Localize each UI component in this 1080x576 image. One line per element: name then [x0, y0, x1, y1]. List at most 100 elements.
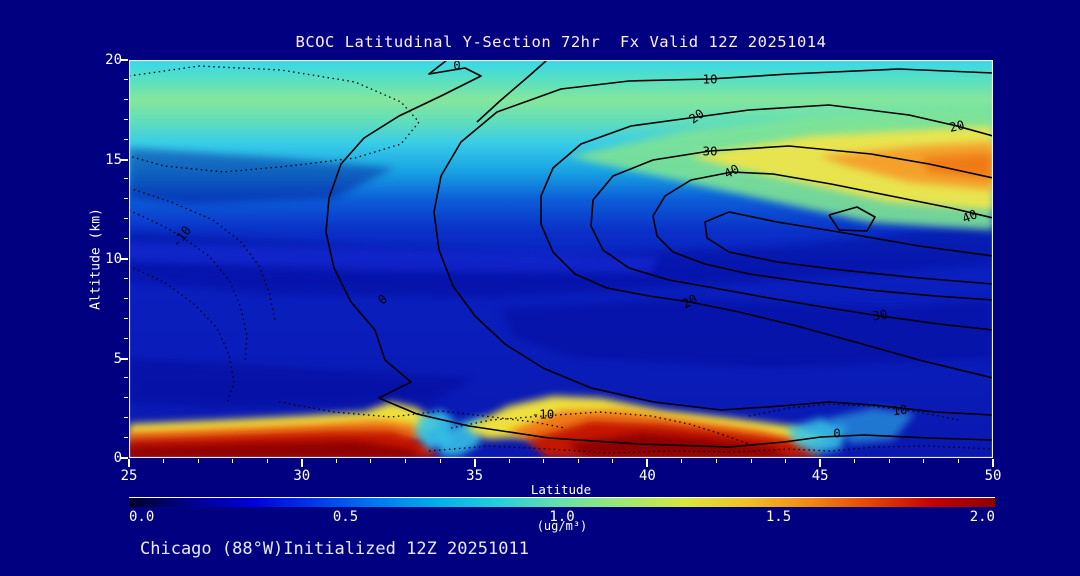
- x-tick: [888, 459, 890, 463]
- colorbar-tick-label: 2.0: [969, 509, 995, 525]
- x-tick: [128, 459, 130, 467]
- contour-label: 10: [702, 72, 717, 87]
- plot-frame: [129, 60, 993, 458]
- contour-solid-3: [540, 104, 993, 379]
- colorbar-tick-label: 1.0: [549, 509, 575, 525]
- y-tick: [124, 178, 128, 180]
- contour-dotted-6: [428, 445, 993, 454]
- x-tick: [785, 459, 787, 463]
- x-tick: [163, 459, 165, 463]
- y-tick-label: 15: [105, 151, 122, 168]
- x-tick: [300, 459, 303, 467]
- contour-label: 30: [871, 307, 888, 324]
- colorbar-gradient: [129, 497, 995, 507]
- colorbar-tick-label: 0.5: [332, 509, 359, 525]
- contour-label: 30: [702, 144, 717, 159]
- x-tick: [854, 459, 856, 463]
- contour-solid-1: [476, 60, 548, 123]
- y-tick: [124, 138, 128, 140]
- x-tick: [439, 459, 441, 463]
- y-tick-label: 5: [113, 350, 122, 367]
- x-tick: [508, 459, 510, 463]
- y-tick: [124, 118, 128, 120]
- y-tick: [120, 457, 128, 459]
- x-tick-label: 25: [120, 468, 138, 484]
- x-tick-label: 45: [811, 468, 829, 484]
- y-tick: [124, 238, 128, 240]
- y-tick: [120, 158, 128, 161]
- y-tick-label: 20: [105, 52, 122, 68]
- contour-label: 0: [453, 60, 461, 73]
- x-tick: [370, 459, 372, 463]
- y-tick-label: 10: [105, 251, 122, 267]
- colorbar-tick-label: 1.5: [765, 509, 792, 525]
- fill-region-dark-blob-3: [499, 298, 993, 368]
- contour-dotted-4: [278, 401, 566, 429]
- contour-label: 20: [686, 106, 707, 127]
- contour-label: 40: [721, 161, 741, 181]
- y-tick: [124, 198, 128, 200]
- contour-solid-6: [704, 211, 993, 285]
- contour-dotted-3: [129, 265, 235, 405]
- fill-region-dark-band-4: [129, 358, 474, 408]
- x-tick: [577, 459, 579, 463]
- x-tick: [473, 459, 476, 467]
- x-tick: [750, 459, 752, 463]
- contour-label: 40: [960, 206, 980, 226]
- chart-title: BCOC Latitudinal Y-Section 72hr Fx Valid…: [295, 33, 827, 51]
- y-tick: [124, 78, 128, 80]
- contour-label: 20: [679, 291, 699, 311]
- x-tick: [646, 459, 649, 467]
- y-tick: [120, 258, 128, 260]
- y-tick: [124, 377, 128, 379]
- fill-region-dark-band-1: [129, 148, 394, 204]
- contour-label: 20: [948, 117, 966, 135]
- contour-dotted-2: [129, 209, 248, 361]
- y-tick: [124, 98, 128, 100]
- y-tick: [120, 59, 128, 61]
- x-tick-label: 30: [293, 468, 311, 484]
- fill-region-light-band: [129, 243, 659, 273]
- contour-label: 0: [833, 426, 841, 441]
- contour-solid-7: [828, 206, 876, 232]
- y-tick: [120, 357, 128, 360]
- contour-solid-0: [325, 60, 993, 448]
- x-tick: [404, 459, 406, 463]
- x-tick: [992, 459, 994, 467]
- x-tick: [612, 459, 614, 463]
- contour-solid-2: [433, 68, 993, 416]
- x-tick: [716, 459, 718, 463]
- contour-dotted-1: [129, 187, 276, 321]
- contour-solid-4: [590, 145, 993, 331]
- x-tick: [819, 459, 822, 467]
- x-tick: [197, 459, 199, 463]
- station-init-text: Chicago (88°W)Initialized 12Z 20251011: [140, 539, 529, 559]
- y-tick: [124, 337, 128, 339]
- y-tick: [124, 277, 128, 279]
- x-tick: [232, 459, 234, 463]
- fill-region-surface-left-darkred: [129, 441, 421, 458]
- contour-label: -10: [532, 407, 555, 422]
- fill-region-plume-orange: [819, 142, 993, 190]
- y-tick: [124, 218, 128, 220]
- y-tick: [124, 397, 128, 399]
- x-tick: [335, 459, 337, 463]
- x-axis-title: Latitude: [530, 482, 592, 497]
- colorbar-unit-label: (ug/m³): [536, 519, 588, 533]
- x-tick: [681, 459, 683, 463]
- fill-region-plume-core: [921, 153, 993, 179]
- x-tick: [543, 459, 545, 463]
- x-tick: [266, 459, 268, 463]
- contour-dotted-5: [450, 411, 750, 445]
- fill-region-surface-mid-cyan-right: [787, 418, 847, 454]
- x-tick-label: 35: [466, 468, 484, 484]
- x-tick: [957, 459, 959, 463]
- y-tick: [124, 297, 128, 299]
- y-tick: [124, 417, 128, 419]
- y-tick: [124, 317, 128, 319]
- y-tick-label: 0: [113, 450, 122, 466]
- x-tick-label: 50: [984, 468, 1002, 484]
- y-tick: [124, 437, 128, 439]
